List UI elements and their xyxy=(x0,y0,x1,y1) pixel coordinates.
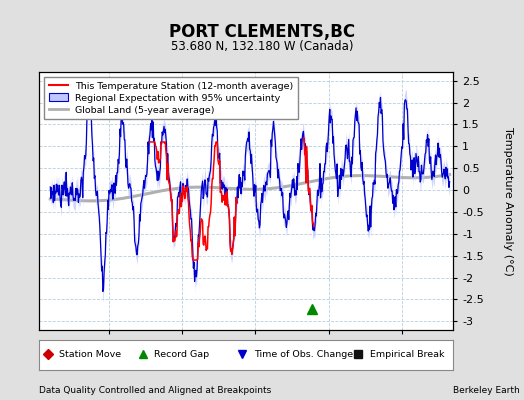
Text: Berkeley Earth: Berkeley Earth xyxy=(453,386,520,395)
Text: PORT CLEMENTS,BC: PORT CLEMENTS,BC xyxy=(169,23,355,41)
Text: Time of Obs. Change: Time of Obs. Change xyxy=(254,350,353,359)
Text: Data Quality Controlled and Aligned at Breakpoints: Data Quality Controlled and Aligned at B… xyxy=(39,386,271,395)
Text: Record Gap: Record Gap xyxy=(155,350,210,359)
Y-axis label: Temperature Anomaly (°C): Temperature Anomaly (°C) xyxy=(504,127,514,275)
Text: Station Move: Station Move xyxy=(59,350,121,359)
Text: Empirical Break: Empirical Break xyxy=(369,350,444,359)
Legend: This Temperature Station (12-month average), Regional Expectation with 95% uncer: This Temperature Station (12-month avera… xyxy=(44,77,298,119)
Text: 53.680 N, 132.180 W (Canada): 53.680 N, 132.180 W (Canada) xyxy=(171,40,353,53)
